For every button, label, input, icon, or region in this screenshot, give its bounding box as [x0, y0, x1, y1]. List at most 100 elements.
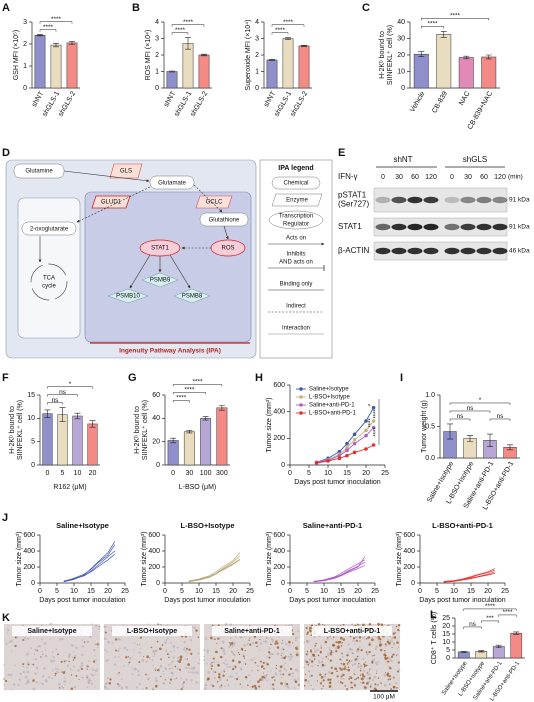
- stain: [166, 653, 169, 656]
- stain: [320, 647, 323, 649]
- texture: [203, 649, 206, 651]
- texture: [242, 653, 244, 656]
- texture: [22, 665, 24, 668]
- x-axis-label: L-BSO (μM): [179, 484, 216, 491]
- texture: [247, 642, 250, 645]
- stain: [268, 656, 271, 659]
- x-tick-label: 10: [450, 588, 458, 595]
- texture: [197, 662, 200, 665]
- texture: [194, 628, 197, 630]
- texture: [284, 684, 287, 687]
- stain: [341, 642, 343, 644]
- texture: [43, 667, 46, 670]
- texture: [368, 670, 371, 672]
- x-tick-label: 0: [171, 470, 175, 477]
- texture: [313, 647, 316, 650]
- stain: [188, 648, 191, 652]
- y-tick-label: 400: [273, 409, 285, 416]
- stain: [68, 660, 70, 663]
- stain: [276, 646, 280, 649]
- texture: [185, 666, 188, 670]
- y-axis-label: ROS MFI (×10⁴): [145, 30, 152, 81]
- texture: [372, 658, 375, 662]
- stain: [125, 656, 128, 659]
- stain: [249, 637, 251, 639]
- chart-title: L-BSO+Isotype: [181, 521, 235, 530]
- x-tick-label: 20: [104, 588, 112, 595]
- texture: [24, 636, 27, 639]
- texture: [164, 641, 168, 644]
- stain: [310, 634, 313, 636]
- legend-item: Chemical: [283, 181, 308, 187]
- texture: [340, 677, 343, 680]
- series-line: [313, 559, 365, 582]
- stain: [223, 670, 226, 673]
- texture: [222, 649, 226, 653]
- node-label: 2-oxoglutarate: [30, 227, 69, 233]
- stain: [70, 687, 74, 691]
- texture: [234, 677, 237, 680]
- node: [173, 288, 211, 304]
- y-tick-label: 0.5: [425, 423, 435, 430]
- texture: [271, 639, 274, 642]
- error-bar: [285, 37, 291, 40]
- texture: [80, 664, 84, 667]
- error-bar: [53, 43, 59, 48]
- stain: [315, 642, 317, 645]
- texture: [59, 637, 62, 641]
- stain: [387, 678, 390, 681]
- error-bar: [44, 409, 51, 418]
- panel-label: G: [128, 372, 137, 384]
- node-label: PSMB9: [150, 278, 171, 284]
- texture: [132, 649, 135, 651]
- panel-label: I: [400, 372, 403, 384]
- sig-label: ns: [52, 397, 60, 404]
- stain: [253, 635, 257, 639]
- node-label: GLS: [120, 169, 132, 175]
- legend-marker: [299, 403, 303, 407]
- micrograph-title: L-BSO+anti-PD-1: [324, 628, 381, 635]
- texture: [285, 670, 288, 672]
- stain: [396, 641, 399, 644]
- stain: [339, 658, 341, 661]
- texture: [221, 640, 225, 644]
- texture: [58, 682, 61, 686]
- mito-box: [17, 197, 81, 339]
- stain: [255, 641, 258, 645]
- error-bar: [485, 54, 492, 60]
- texture: [239, 635, 242, 639]
- band: [423, 247, 439, 255]
- stain: [251, 685, 254, 688]
- texture: [224, 624, 226, 626]
- point: [364, 428, 368, 433]
- texture: [33, 653, 36, 656]
- texture: [88, 659, 91, 662]
- stain: [305, 626, 308, 630]
- point: [345, 441, 349, 446]
- sig-label: *: [69, 381, 72, 388]
- texture: [169, 650, 172, 653]
- x-tick-label: 25: [246, 588, 254, 595]
- stain: [5, 679, 8, 683]
- stain: [329, 686, 331, 688]
- stain: [138, 661, 141, 664]
- y-tick-label: 5: [446, 647, 450, 654]
- texture: [94, 686, 96, 688]
- texture: [9, 673, 13, 677]
- stain: [312, 654, 316, 657]
- stain: [308, 626, 312, 630]
- y-tick-label: 0: [281, 580, 285, 587]
- stain: [160, 665, 162, 667]
- stain: [373, 687, 377, 691]
- band: [407, 223, 423, 231]
- texture: [279, 674, 282, 676]
- panel-label: C: [362, 2, 370, 14]
- sig-label: ns: [467, 405, 475, 412]
- y-tick-label: 2: [255, 52, 259, 59]
- texture: [226, 666, 229, 668]
- texture: [228, 645, 231, 648]
- stain: [212, 685, 215, 688]
- texture: [328, 646, 331, 649]
